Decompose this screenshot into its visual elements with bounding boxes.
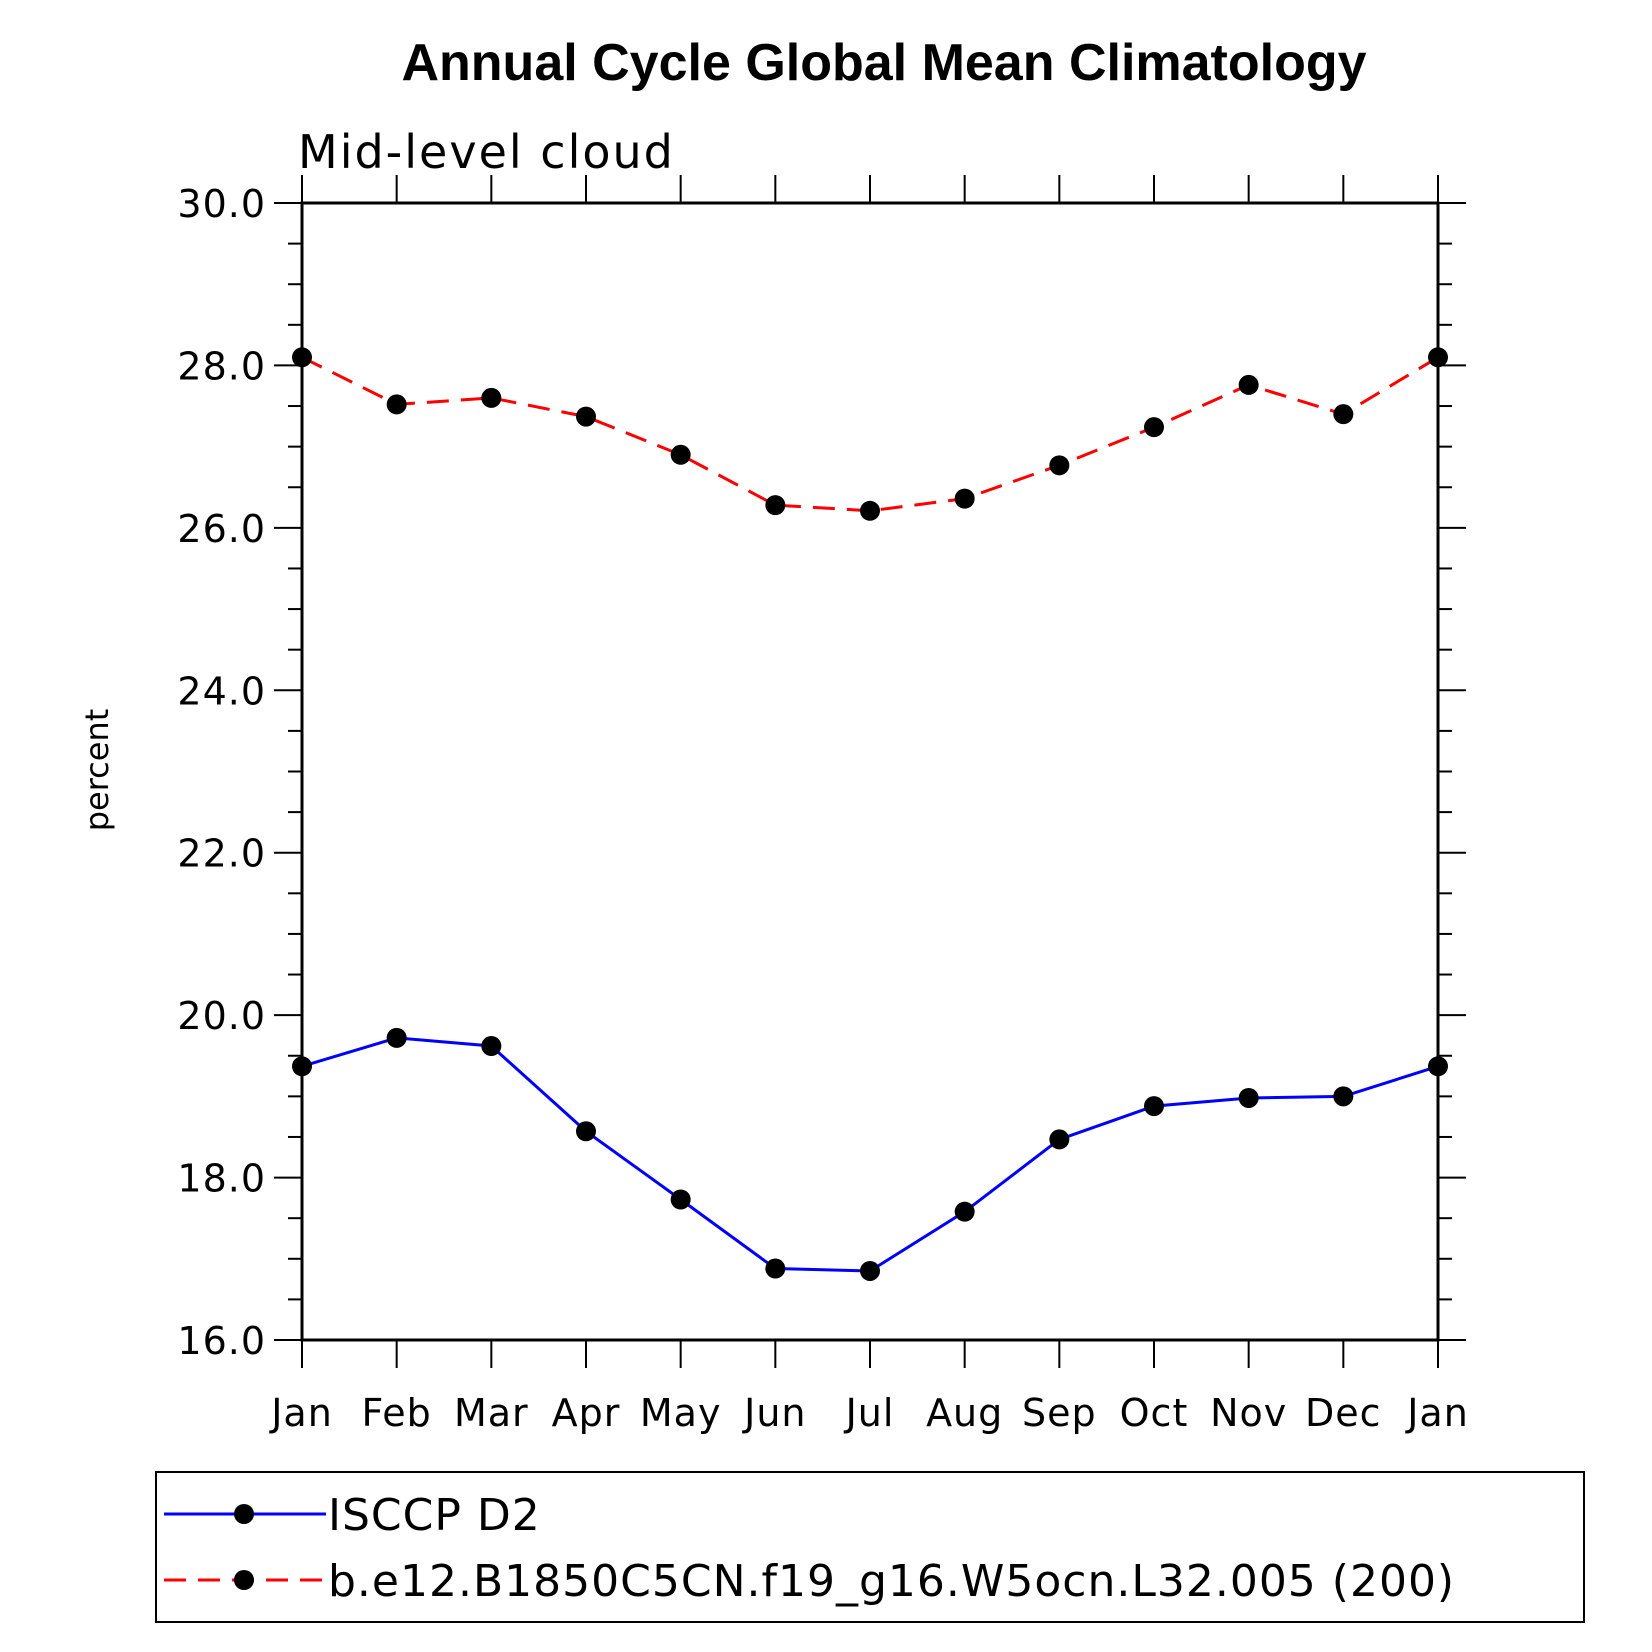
data-point-series-1 [1238, 374, 1259, 395]
y-axis-label: percent [78, 709, 116, 832]
x-tick-label: Jun [742, 1391, 806, 1435]
x-tick-label: Nov [1210, 1391, 1287, 1435]
series-line-1 [301, 355, 1439, 513]
y-tick-label: 24.0 [177, 669, 266, 713]
data-point-series-0 [1238, 1087, 1259, 1108]
data-point-series-1 [386, 394, 407, 415]
series-layer [292, 347, 1448, 1281]
y-tick-label: 22.0 [177, 832, 266, 876]
legend-label-model: b.e12.B1850C5CN.f19_g16.W5ocn.L32.005 (2… [328, 1556, 1455, 1607]
data-point-series-1 [860, 500, 880, 521]
x-tick-label: Aug [926, 1391, 1003, 1435]
legend-marker-isccp [234, 1504, 254, 1524]
x-tick-label: Jan [269, 1391, 333, 1435]
data-point-series-0 [670, 1189, 691, 1210]
data-point-series-1 [481, 387, 502, 408]
data-point-series-0 [1049, 1129, 1070, 1150]
data-point-series-1 [1428, 347, 1448, 368]
data-point-series-0 [1144, 1096, 1164, 1117]
x-tick-label: Jan [1405, 1391, 1469, 1435]
data-point-series-1 [292, 347, 312, 368]
x-tick-labels: Jan Feb Mar Apr May Jun Jul Aug Sep Oct Nov Dec Jan [269, 1391, 1469, 1435]
y-tick-label: 30.0 [177, 182, 266, 226]
legend-label-isccp: ISCCP D2 [328, 1490, 541, 1541]
chart-title: Annual Cycle Global Mean Climatology [401, 34, 1366, 92]
x-tick-label: Sep [1022, 1391, 1097, 1435]
legend-marker-model [234, 1570, 254, 1590]
x-tick-label: Feb [362, 1391, 432, 1435]
data-point-series-1 [670, 444, 691, 465]
data-point-series-0 [954, 1201, 975, 1222]
x-tick-label: Mar [454, 1391, 529, 1435]
data-point-series-1 [1144, 417, 1164, 438]
data-point-series-0 [1428, 1056, 1448, 1077]
x-tick-label: Apr [552, 1391, 621, 1435]
data-point-series-1 [1333, 404, 1354, 425]
y-tick-label: 18.0 [177, 1157, 266, 1201]
data-point-series-0 [860, 1260, 880, 1281]
data-point-series-1 [576, 406, 596, 427]
legend-box [155, 1471, 1585, 1623]
data-point-series-0 [765, 1258, 786, 1279]
x-tick-label: May [640, 1391, 722, 1435]
plot-area-frame [300, 201, 1440, 1342]
data-point-series-0 [292, 1056, 312, 1077]
legend: ISCCP D2 b.e12.B1850C5CN.f19_g16.W5ocn.L… [155, 1471, 1585, 1623]
chart-subtitle: Mid-level cloud [298, 125, 675, 179]
axis-ticks [274, 175, 1466, 1368]
series-line-0 [301, 1036, 1439, 1273]
data-point-series-1 [954, 488, 975, 509]
y-tick-label: 20.0 [177, 994, 266, 1038]
y-tick-label: 26.0 [177, 507, 266, 551]
data-point-series-0 [1333, 1086, 1354, 1107]
data-point-series-0 [576, 1121, 596, 1142]
x-tick-label: Jul [844, 1391, 895, 1435]
data-point-series-1 [765, 495, 786, 516]
y-tick-labels: 16.0 18.0 20.0 22.0 24.0 26.0 28.0 30.0 [177, 182, 266, 1363]
y-tick-label: 16.0 [177, 1319, 266, 1363]
data-point-series-1 [1049, 455, 1070, 476]
data-point-series-0 [386, 1027, 407, 1048]
x-tick-label: Dec [1305, 1391, 1382, 1435]
data-point-series-0 [481, 1036, 502, 1057]
x-tick-label: Oct [1120, 1391, 1189, 1435]
y-tick-label: 28.0 [177, 344, 266, 388]
